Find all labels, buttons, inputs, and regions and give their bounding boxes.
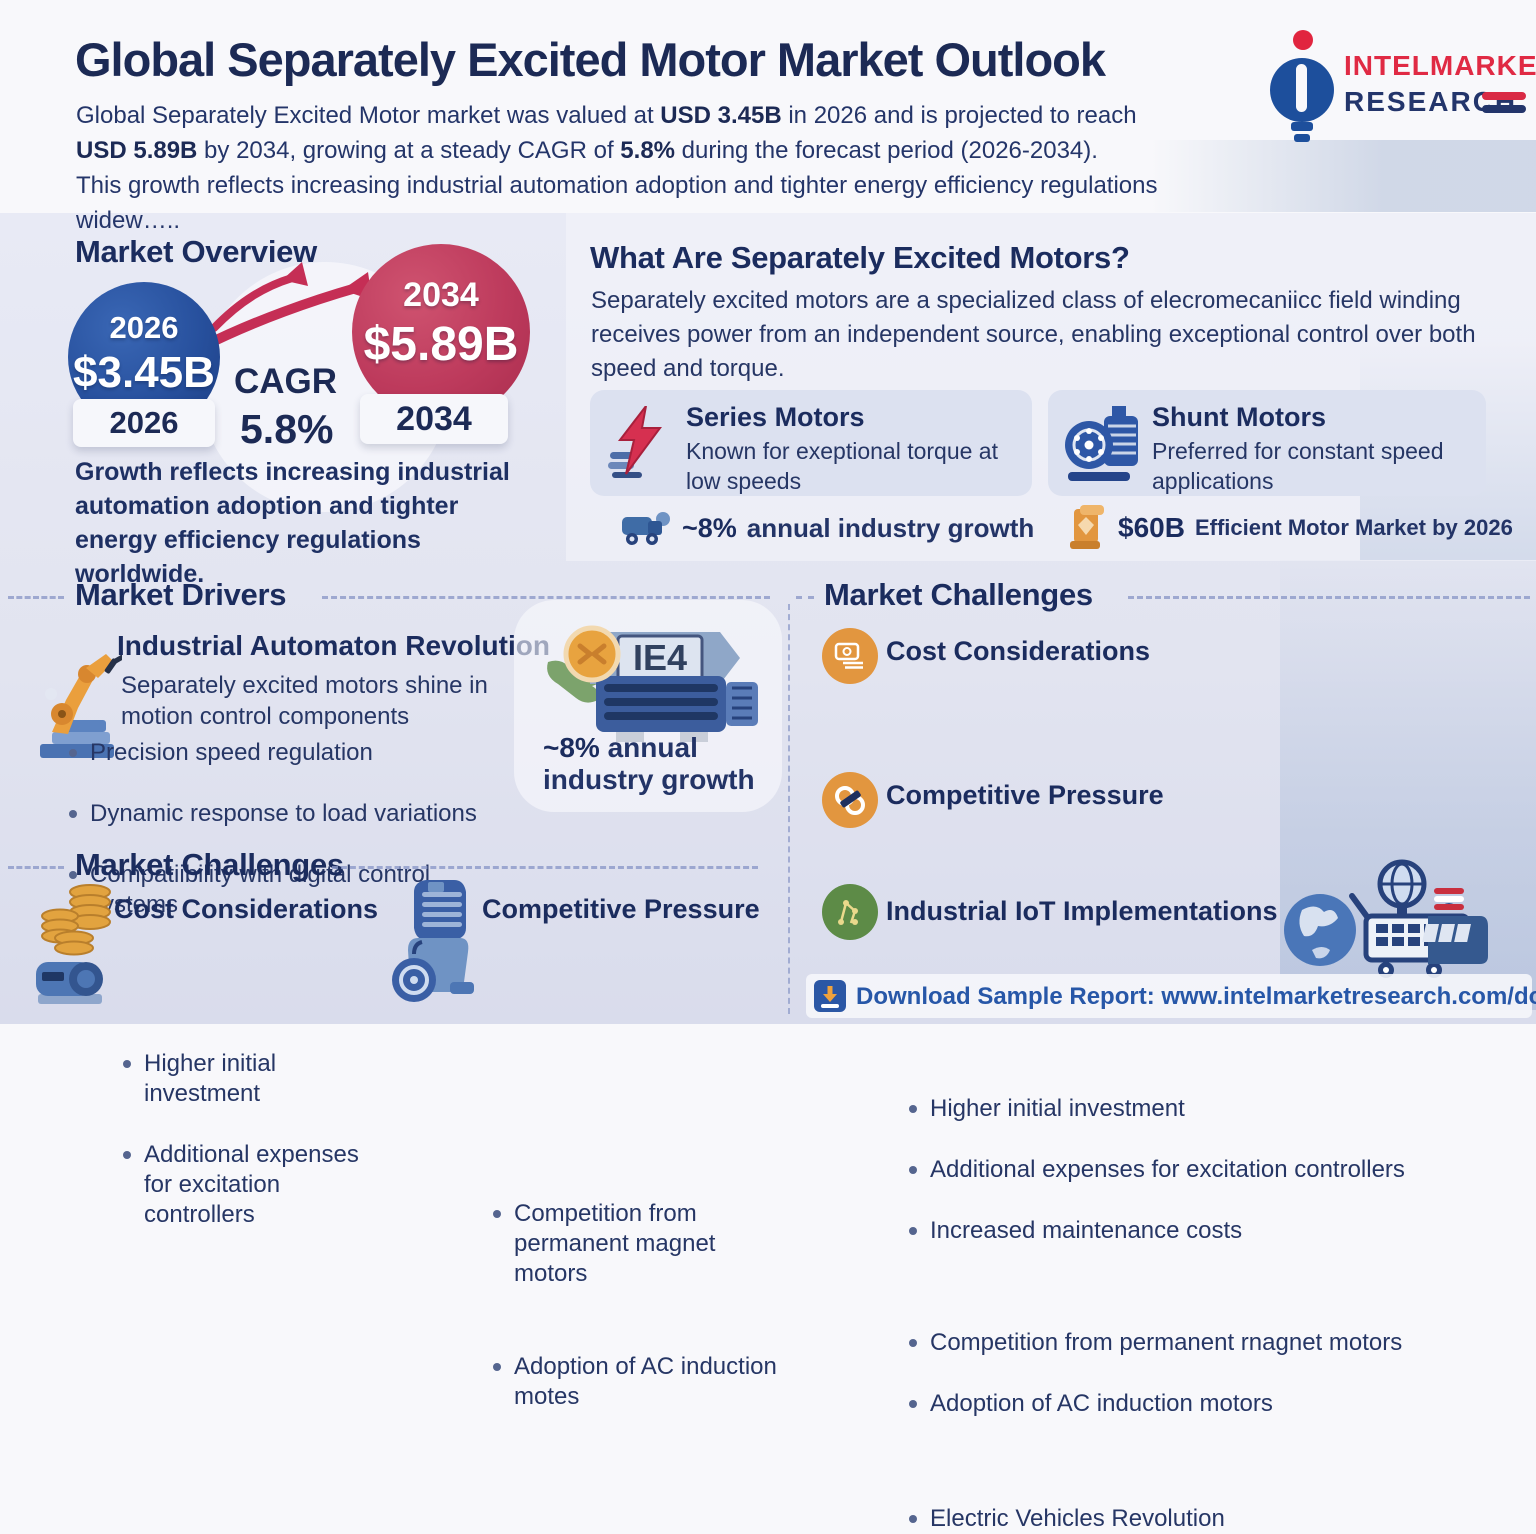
lightbulb-icon: [1270, 30, 1334, 142]
subtitle-line-2: USD 5.89B by 2034, growing at a steady C…: [76, 137, 1098, 164]
drivers-bullet-2: Dynamic response to load variations: [64, 799, 504, 829]
infographic-page: { "colors": { "navy": "#1c2a55", "red": …: [0, 28, 1536, 1532]
dash-right-challenges: [1128, 596, 1530, 599]
series-motors-title: Series Motors: [686, 402, 865, 432]
cost-right-bullet-2: Additional expenses for excitation contr…: [904, 1155, 1504, 1185]
subtitle-line-1: Global Separately Excited Motor market w…: [76, 102, 1137, 129]
bubble-2034-value: $5.89B: [363, 318, 519, 371]
cost-glyph-icon: [834, 642, 863, 669]
market-overview-heading: Market Overview: [75, 234, 317, 269]
ie4-motor-icon: IE4: [547, 625, 758, 742]
drivers-stat-rest: annual: [599, 732, 698, 763]
shunt-motors-title: Shunt Motors: [1152, 402, 1326, 432]
drivers-bullet-1: Precision speed regulation: [64, 738, 494, 768]
cost-considerations-right-title: Cost Considerations: [886, 636, 1151, 666]
robot-arm-icon: [40, 654, 122, 758]
cagr-value: 5.8%: [240, 406, 334, 452]
growth-stat-value: ~8%: [682, 512, 737, 543]
page-title-text: Global Separately Excited Motor Market O…: [75, 33, 1106, 86]
bubble-2026-value: $3.45B: [73, 348, 215, 397]
download-icon: [814, 980, 846, 1012]
logo-bar-red: [1482, 92, 1526, 100]
coins-icon: [1070, 505, 1104, 549]
download-label: Download Sample Report:: [856, 983, 1162, 1010]
competitive-pressure-right-title: Competitive Pressure: [886, 780, 1164, 810]
drivers-stat: ~8% annual industry growth: [543, 732, 755, 796]
bubble-2026-year: 2026: [109, 310, 179, 345]
globe-cart-icon: [1284, 859, 1488, 978]
drivers-stat-value: ~8%: [543, 732, 600, 763]
comp-left-bullet-2: Adoption of AC induction motes: [488, 1352, 778, 1412]
cagr-label: CAGR: [234, 362, 338, 401]
pump-motor-icon: [1065, 406, 1138, 481]
motor-illustration-icon: [392, 880, 474, 1002]
value-bubble-2034: 2034 $5.89B: [352, 244, 530, 420]
iot-title: Industrial IoT Implementations: [886, 896, 1278, 926]
industry-growth-stat: ~8% annual industry growth: [620, 506, 1034, 550]
shunt-motors-desc: Preferred for constant speed application…: [1152, 438, 1444, 494]
drivers-item-title: Industrial Automaton Revolution: [117, 630, 550, 661]
series-motors-card: Series Motors Known for exeptional torqu…: [590, 390, 1032, 496]
drivers-stat-line2: industry growth: [543, 764, 755, 795]
truck-icon: [622, 512, 670, 545]
logo-bar-navy: [1482, 105, 1526, 113]
brand-logo: INTELMARKET RESEARCH: [1266, 28, 1536, 168]
comp-right-bullet-1: Competition from permanent rnagnet motor…: [904, 1328, 1504, 1358]
market-challenges-right-heading: Market Challenges: [824, 577, 1093, 612]
svg-text:IE4: IE4: [633, 637, 687, 678]
faded-photo-header: [1150, 140, 1536, 212]
growth-stat-text: annual industry growth: [746, 512, 1035, 543]
dash-left-drivers: [8, 596, 64, 599]
bubble-2034-year: 2034: [403, 276, 479, 314]
right-panel-tint: [566, 213, 1536, 561]
what-heading: What Are Separately Excited Motors?: [590, 240, 1130, 275]
what-body: Separately excited motors are a speciali…: [591, 287, 1476, 382]
competitive-pressure-icon: [822, 772, 878, 828]
column-divider: [788, 604, 790, 1014]
dash-left-challenges-bl: [8, 866, 64, 869]
year-box-2034: 2034: [360, 394, 508, 444]
competitive-pressure-left-title: Competitive Pressure: [482, 894, 760, 924]
comp-left-bullet-1: Competition from permanent magnet motors: [488, 1199, 766, 1289]
download-text: Download Sample Report: www.intelmarketr…: [856, 983, 1536, 1011]
subtitle-line-3: This growth reflects increasing industri…: [76, 172, 1158, 234]
iot-bullet-1: Electric Vehicles Revolution: [904, 1504, 1404, 1534]
iot-glyph-icon: [838, 900, 858, 925]
coins-stack-icon: [36, 884, 111, 1004]
market-drivers-heading: Market Drivers: [75, 577, 287, 612]
download-url-link[interactable]: www.intelmarketresearch.com/download-fre…: [1161, 983, 1536, 1010]
dash-left-challenges: [796, 596, 814, 599]
growth-arrows-icon: [199, 262, 372, 351]
cost-right-bullet-3: Increased maintenance costs: [904, 1216, 1504, 1246]
market-stat-value: $60B: [1118, 512, 1185, 543]
page-subtitle: Global Separately Excited Motor market w…: [76, 98, 1196, 238]
cost-considerations-icon: [822, 628, 878, 684]
drivers-item-desc: Separately excited motors shine in motio…: [121, 672, 488, 730]
pressure-glyph-icon: [835, 786, 865, 815]
lightning-motor-icon: [608, 406, 662, 478]
overview-note: Growth reflects increasing industrial au…: [75, 458, 510, 588]
year-box-2026: 2026: [73, 399, 215, 447]
comp-right-bullet-2: Adoption of AC induction motors: [904, 1389, 1504, 1419]
brand-name-bottom: RESEARCH: [1344, 86, 1518, 117]
iot-icon: [822, 884, 878, 940]
cost-left-bullet-2: Additional expenses for excitation contr…: [118, 1140, 370, 1230]
series-motors-desc: Known for exeptional torque at low speed…: [686, 438, 998, 494]
dash-right-drivers: [322, 596, 770, 599]
shunt-motors-card: Shunt Motors Preferred for constant spee…: [1048, 390, 1486, 496]
cost-considerations-left-title: Cost Considerations: [114, 894, 379, 924]
dash-right-challenges-bl: [332, 866, 758, 869]
cost-right-bullet-1: Higher initial investment: [904, 1094, 1504, 1124]
brand-name-top: INTELMARKET: [1344, 50, 1536, 81]
motor-market-stat: $60B Efficient Motor Market by 2026: [1066, 504, 1513, 552]
page-title: Global Separately Excited Motor Market O…: [75, 32, 1106, 87]
cost-left-bullet-1: Higher initial investment: [118, 1049, 380, 1109]
market-challenges-left-heading: Market Challenges: [75, 847, 344, 882]
market-stat-text: Efficient Motor Market by 2026: [1194, 515, 1513, 540]
download-bar: Download Sample Report: www.intelmarketr…: [806, 974, 1536, 1018]
